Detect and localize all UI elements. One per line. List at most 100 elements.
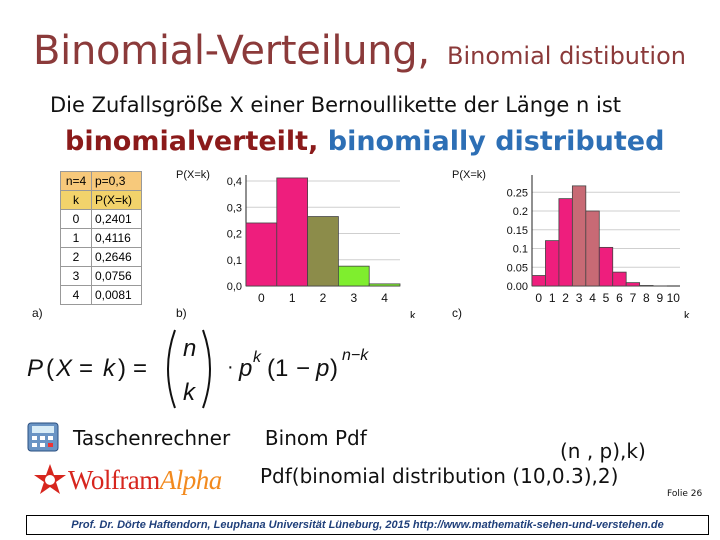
chart2-xlabel: k	[684, 310, 690, 318]
wolfram-alpha-logo: Wolfram Alpha	[32, 463, 222, 497]
x-tick-label: 7	[630, 291, 637, 305]
y-tick-label: 0,1	[227, 255, 242, 267]
table-row: 2 0,2646	[60, 247, 142, 267]
panel-label-a: a)	[32, 306, 43, 320]
svg-text:·: ·	[227, 356, 234, 378]
probability-table: n=4 p=0,3 k P(X=k) 0 0,2401 1 0,4116 2 0…	[60, 171, 142, 305]
svg-text:): )	[118, 355, 126, 382]
bar	[625, 282, 641, 287]
svg-text:): )	[330, 355, 338, 382]
footer-credit: Prof. Dr. Dörte Haftendorn, Leuphana Uni…	[26, 515, 709, 535]
table-row: 1 0,4116	[60, 228, 142, 248]
x-tick-label: 3	[350, 291, 357, 305]
table-cell-p: 0,4116	[91, 228, 142, 248]
svg-text:n: n	[183, 335, 196, 362]
x-tick-label: 4	[589, 291, 596, 305]
table-row: 4 0,0081	[60, 285, 142, 305]
y-tick-label: 0.2	[513, 206, 528, 218]
table-row: 3 0,0756	[60, 266, 142, 286]
calculator-command: Binom Pdf	[264, 426, 367, 450]
table-p-label: p=0,3	[91, 171, 142, 191]
page-subtitle: Binomial distibution	[447, 42, 686, 70]
svg-text:k: k	[183, 379, 197, 406]
x-tick-label: 2	[320, 291, 327, 305]
y-tick-label: 0,2	[227, 229, 242, 241]
svg-text:−: −	[296, 355, 310, 382]
x-tick-label: 1	[289, 291, 296, 305]
calculator-icon	[27, 422, 59, 452]
table-row: 0 0,2401	[60, 209, 142, 229]
x-tick-label: 4	[381, 291, 388, 305]
y-tick-label: 0.00	[507, 281, 528, 293]
table-cell-p: 0,2401	[91, 209, 142, 229]
table-cell-p: 0,0081	[91, 285, 142, 305]
x-tick-label: 5	[603, 291, 610, 305]
bar	[368, 283, 401, 287]
x-tick-label: 9	[656, 291, 663, 305]
x-tick-label: 6	[616, 291, 623, 305]
x-tick-label: 2	[562, 291, 569, 305]
table-cell-k: 2	[60, 247, 92, 267]
bar	[571, 185, 587, 287]
y-tick-label: 0.15	[507, 225, 528, 237]
bar	[545, 240, 560, 287]
binomial-formula: P ( X = k ) = n k · p k (1 − p ) n−k	[27, 329, 369, 409]
wolfram-command: Pdf(binomial distribution (10,0.3),2)	[260, 464, 619, 488]
x-tick-label: 0	[535, 291, 542, 305]
bar	[585, 210, 600, 287]
highlight-de: binomialverteilt,	[65, 126, 319, 157]
wolfram-star-icon	[34, 464, 66, 494]
svg-text:p: p	[238, 355, 252, 382]
table-col-k: k	[60, 190, 92, 210]
binomial-chart-n4: P(X=k) 0,4 0,3 0,2 0,1 0,0 0 1 2 3 4 k	[176, 169, 416, 318]
table-col-p: P(X=k)	[91, 190, 142, 210]
bar	[598, 246, 614, 287]
svg-text:(: (	[46, 355, 54, 382]
x-tick-label: 3	[576, 291, 583, 305]
calculator-line: Taschenrechner Binom Pdf	[73, 426, 367, 450]
bar	[531, 275, 546, 287]
calculator-label: Taschenrechner	[73, 426, 231, 450]
bar	[245, 222, 278, 287]
chart1-xlabel: k	[410, 310, 416, 318]
x-tick-label: 0	[258, 291, 265, 305]
svg-text:=: =	[79, 355, 93, 382]
bar	[307, 216, 339, 287]
table-cell-k: 0	[60, 209, 92, 229]
page-title: Binomial-Verteilung,	[33, 28, 430, 74]
svg-text:k: k	[253, 349, 262, 366]
y-tick-label: 0.1	[513, 244, 528, 256]
y-tick-label: 0,4	[227, 176, 242, 188]
y-tick-label: 0.05	[507, 262, 528, 274]
svg-text:p: p	[315, 355, 329, 382]
x-tick-label: 1	[549, 291, 556, 305]
calculator-params: (n , p),k)	[560, 439, 646, 463]
table-cell-p: 0,2646	[91, 247, 142, 267]
bar	[337, 265, 370, 287]
slide-number: Folie 26	[667, 489, 703, 499]
table-cell-k: 1	[60, 228, 92, 248]
intro-highlight: binomialverteilt, binomially distributed	[65, 126, 664, 157]
y-tick-label: 0.25	[507, 187, 528, 199]
x-tick-label: 10	[667, 291, 681, 305]
table-cell-k: 3	[60, 266, 92, 286]
svg-text:P: P	[27, 355, 43, 382]
bar	[558, 198, 573, 287]
bar	[276, 177, 309, 287]
svg-text:=: =	[133, 355, 147, 382]
svg-text:k: k	[103, 355, 117, 382]
svg-text:n−k: n−k	[342, 347, 369, 364]
x-tick-label: 8	[643, 291, 650, 305]
panel-label-c: c)	[452, 306, 462, 320]
wolfram-brand-alpha: Alpha	[159, 464, 223, 495]
y-tick-label: 0,0	[227, 281, 242, 293]
svg-text:X: X	[55, 355, 73, 382]
chart2-ylabel: P(X=k)	[452, 169, 486, 181]
table-cell-k: 4	[60, 285, 92, 305]
svg-text:(1: (1	[267, 355, 288, 382]
y-tick-label: 0,3	[227, 202, 242, 214]
table-n-label: n=4	[60, 171, 92, 191]
chart1-ylabel: P(X=k)	[176, 169, 210, 181]
highlight-en: binomially distributed	[318, 126, 665, 157]
